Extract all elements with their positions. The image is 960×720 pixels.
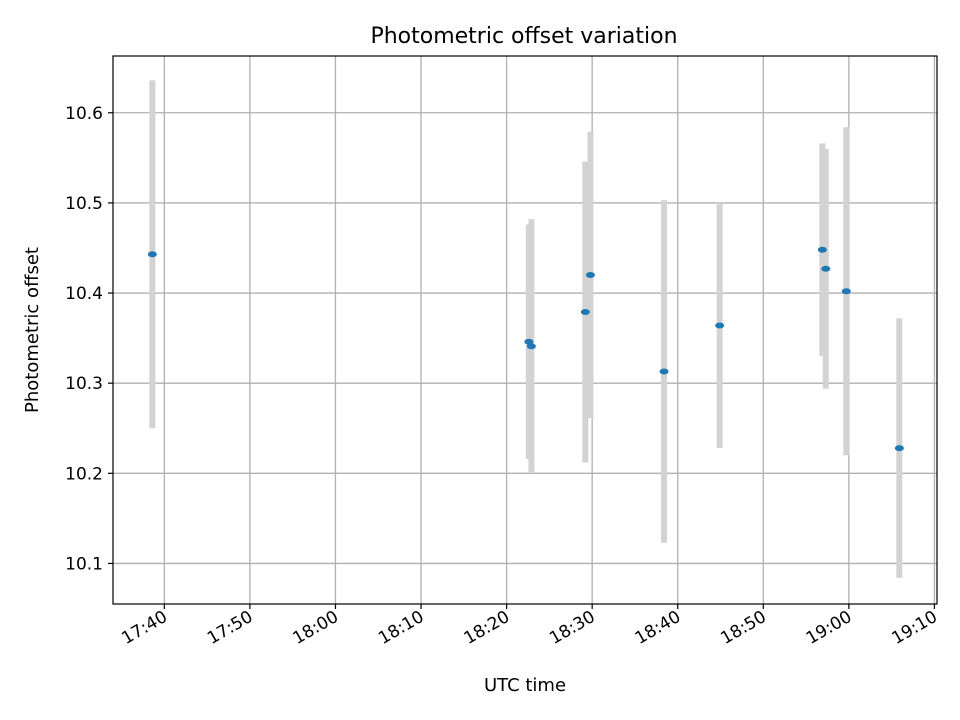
y-axis-label: Photometric offset — [22, 247, 43, 413]
y-tick-label: 10.4 — [65, 284, 103, 304]
data-point — [894, 445, 904, 452]
x-tick-label: 19:00 — [803, 607, 855, 649]
x-tick-label: 18:40 — [632, 607, 684, 649]
y-tick-label: 10.5 — [65, 194, 103, 214]
x-tick-label: 18:50 — [717, 607, 769, 649]
data-point — [821, 265, 831, 272]
error-bars — [149, 80, 903, 578]
x-axis-label: UTC time — [484, 675, 566, 696]
data-point — [715, 322, 725, 329]
y-axis-ticks: 10.1 10.2 10.3 10.4 10.5 10.6 — [65, 104, 113, 574]
x-tick-label: 18:00 — [290, 607, 342, 649]
y-tick-label: 10.1 — [65, 554, 103, 574]
chart-title: Photometric offset variation — [370, 24, 677, 49]
x-tick-label: 18:20 — [461, 607, 513, 649]
x-tick-label: 18:30 — [546, 607, 598, 649]
y-tick-label: 10.2 — [65, 464, 103, 484]
data-point — [817, 246, 827, 253]
data-points — [147, 246, 904, 452]
data-point — [526, 343, 536, 350]
data-point — [841, 288, 851, 295]
data-point — [585, 272, 595, 279]
y-tick-label: 10.3 — [65, 374, 103, 394]
data-point — [580, 308, 590, 315]
x-tick-label: 18:10 — [375, 607, 427, 649]
x-tick-label: 17:40 — [118, 607, 170, 649]
x-tick-label: 19:10 — [888, 607, 940, 649]
data-point — [147, 251, 157, 258]
data-point — [659, 368, 669, 375]
grid-lines — [113, 56, 937, 604]
x-tick-label: 17:50 — [204, 607, 256, 649]
data-point — [524, 338, 534, 345]
plot-frame — [112, 55, 938, 605]
y-tick-label: 10.6 — [65, 104, 103, 124]
x-axis-ticks: 17:40 17:50 18:00 18:10 18:20 18:30 18:40 18:50… — [118, 604, 941, 649]
